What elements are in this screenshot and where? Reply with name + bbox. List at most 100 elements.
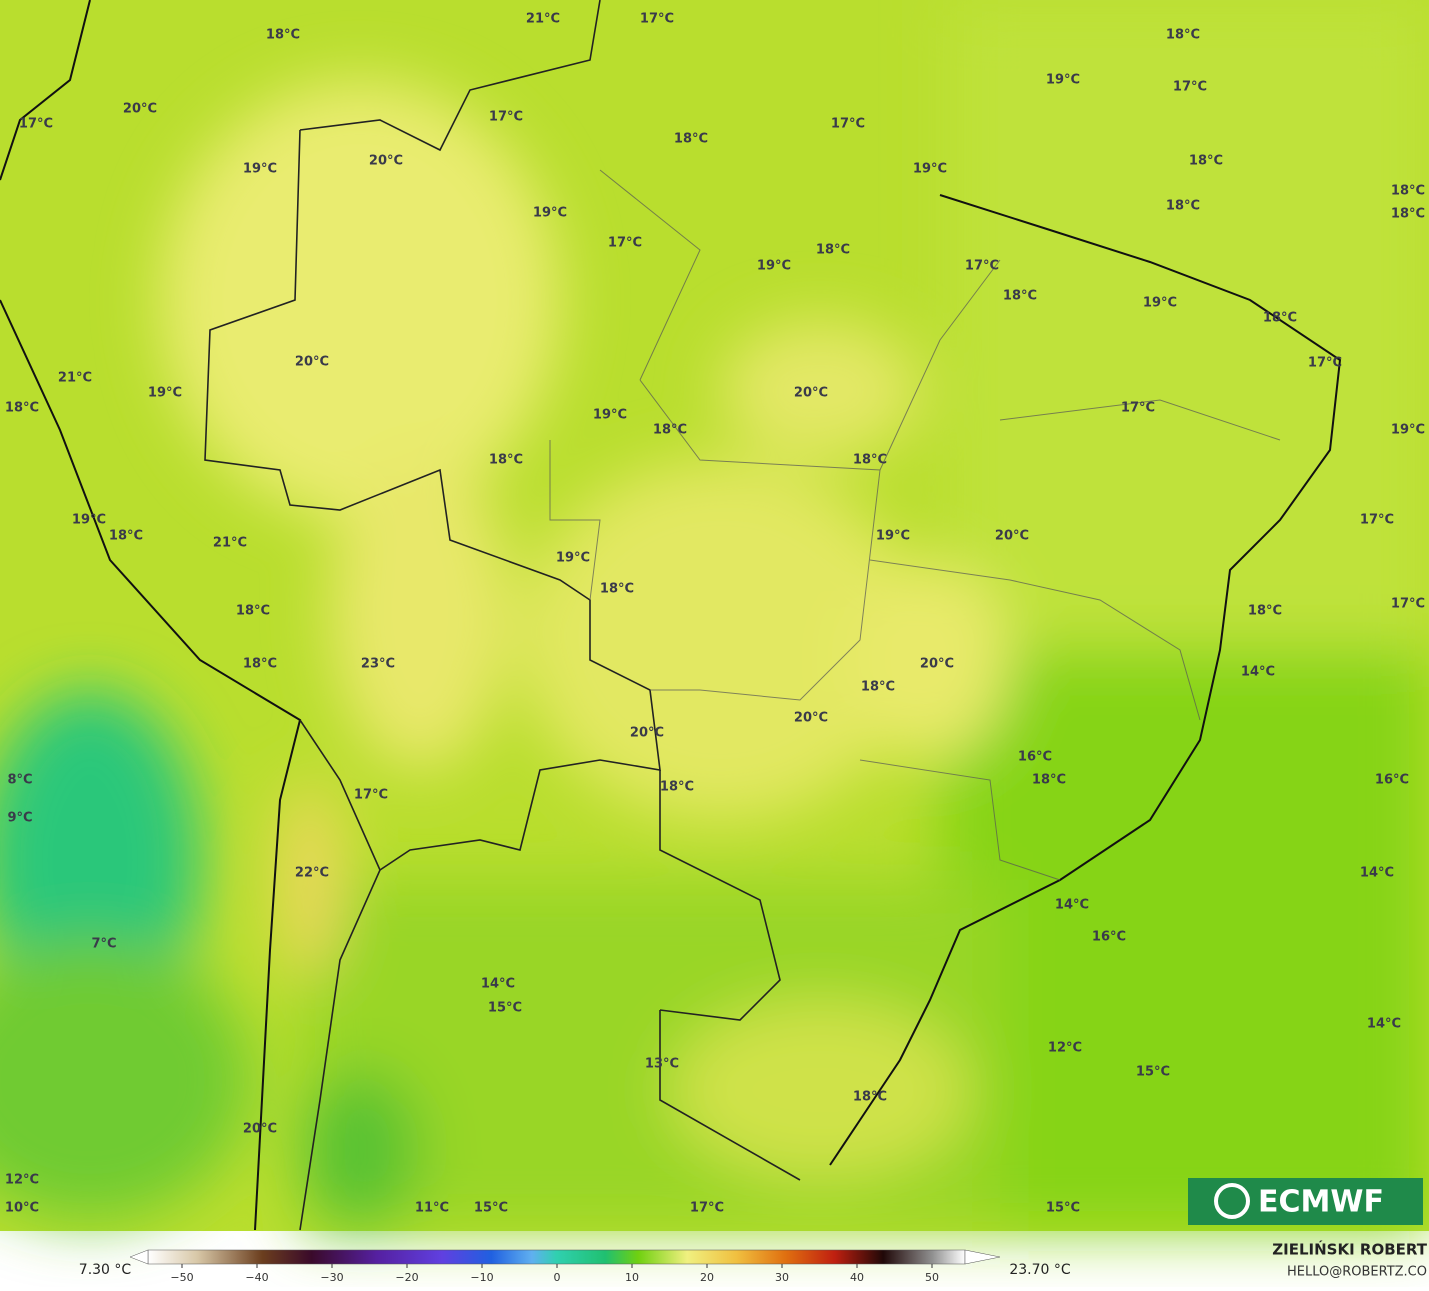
temperature-label: 20°C	[243, 1122, 277, 1137]
temperature-label: 17°C	[608, 236, 642, 251]
temperature-label: 18°C	[1391, 207, 1425, 222]
temperature-label: 17°C	[1360, 513, 1394, 528]
temperature-label: 18°C	[1248, 604, 1282, 619]
colorbar-min: 7.30 °C	[79, 1262, 132, 1278]
temperature-label: 18°C	[5, 401, 39, 416]
temperature-label: 20°C	[295, 355, 329, 370]
temperature-label: 20°C	[630, 726, 664, 741]
temperature-label: 18°C	[243, 657, 277, 672]
colorbar-tick-label: −40	[245, 1271, 268, 1284]
colorbar-low-arrow	[129, 1249, 149, 1265]
temperature-label: 18°C	[816, 243, 850, 258]
temperature-label: 15°C	[1046, 1201, 1080, 1216]
coastline	[0, 0, 1342, 1231]
temperature-label: 17°C	[354, 788, 388, 803]
temperature-label: 18°C	[489, 453, 523, 468]
temperature-label: 18°C	[600, 582, 634, 597]
temperature-label: 17°C	[965, 259, 999, 274]
colorbar-max: 23.70 °C	[1009, 1262, 1071, 1278]
temperature-label: 14°C	[1367, 1017, 1401, 1032]
colorbar-tick-label: 50	[925, 1271, 939, 1284]
temperature-label: 15°C	[474, 1201, 508, 1216]
temperature-label: 18°C	[109, 529, 143, 544]
colorbar-tick-label: −10	[470, 1271, 493, 1284]
temperature-label: 17°C	[489, 110, 523, 125]
temperature-label: 20°C	[123, 102, 157, 117]
temperature-label: 17°C	[1121, 401, 1155, 416]
temperature-label: 18°C	[1166, 28, 1200, 43]
temperature-label: 7°C	[91, 937, 116, 952]
temperature-label: 14°C	[1241, 665, 1275, 680]
temperature-label: 22°C	[295, 866, 329, 881]
temperature-label: 21°C	[526, 12, 560, 27]
temperature-label: 14°C	[1055, 898, 1089, 913]
colorbar-tick-label: −30	[320, 1271, 343, 1284]
temperature-label: 17°C	[831, 117, 865, 132]
temperature-label: 18°C	[674, 132, 708, 147]
temperature-label: 21°C	[213, 536, 247, 551]
temperature-label: 12°C	[1048, 1041, 1082, 1056]
temperature-label: 15°C	[488, 1001, 522, 1016]
colorbar-tick-label: −20	[395, 1271, 418, 1284]
temperature-label: 14°C	[481, 977, 515, 992]
credit-author: ZIELIŃSKI ROBERT	[1272, 1240, 1427, 1259]
temperature-label: 18°C	[266, 28, 300, 43]
temperature-label: 19°C	[1046, 73, 1080, 88]
temperature-label: 20°C	[794, 711, 828, 726]
temperature-label: 16°C	[1375, 773, 1409, 788]
state-borders	[549, 169, 1281, 881]
borders	[204, 0, 801, 1231]
credit-contact: HELLO@ROBERTZ.CO	[1287, 1265, 1427, 1280]
temperature-label: 17°C	[1308, 356, 1342, 371]
temperature-label: 19°C	[876, 529, 910, 544]
temperature-label: 19°C	[913, 162, 947, 177]
temperature-label: 13°C	[645, 1057, 679, 1072]
colorbar-tick-label: 30	[775, 1271, 789, 1284]
logo-box: ECMWF	[1188, 1178, 1423, 1225]
temperature-label: 18°C	[236, 604, 270, 619]
temperature-label: 20°C	[920, 657, 954, 672]
temperature-label: 18°C	[653, 423, 687, 438]
temperature-label: 19°C	[533, 206, 567, 221]
colorbar-tick-label: 40	[850, 1271, 864, 1284]
colorbar-tick-label: 0	[554, 1271, 561, 1284]
colorbar-tick-label: 20	[700, 1271, 714, 1284]
colorbar-tick-label: 10	[625, 1271, 639, 1284]
temperature-label: 17°C	[1391, 597, 1425, 612]
colorbar-tick-label: −50	[170, 1271, 193, 1284]
temperature-label: 19°C	[1143, 296, 1177, 311]
temperature-label: 11°C	[415, 1201, 449, 1216]
temperature-label: 19°C	[556, 551, 590, 566]
temperature-label: 19°C	[593, 408, 627, 423]
temperature-label: 12°C	[5, 1173, 39, 1188]
temperature-label: 17°C	[640, 12, 674, 27]
temperature-label: 18°C	[660, 780, 694, 795]
temperature-label: 19°C	[1391, 423, 1425, 438]
temperature-field	[0, 0, 1429, 1231]
temperature-label: 20°C	[794, 386, 828, 401]
temperature-label: 18°C	[1391, 184, 1425, 199]
temperature-label: 14°C	[1360, 866, 1394, 881]
temperature-label: 18°C	[853, 453, 887, 468]
temperature-label: 18°C	[1032, 773, 1066, 788]
temperature-label: 20°C	[995, 529, 1029, 544]
temperature-label: 17°C	[690, 1201, 724, 1216]
temperature-label: 18°C	[853, 1090, 887, 1105]
temperature-label: 16°C	[1018, 750, 1052, 765]
temperature-label: 17°C	[19, 117, 53, 132]
temperature-label: 8°C	[7, 773, 32, 788]
colorbar-high-arrow	[964, 1249, 1001, 1265]
temperature-label: 19°C	[757, 259, 791, 274]
temperature-label: 19°C	[72, 513, 106, 528]
temperature-label: 16°C	[1092, 930, 1126, 945]
temperature-label: 21°C	[58, 371, 92, 386]
colorbar	[147, 1249, 966, 1265]
temperature-label: 18°C	[1166, 199, 1200, 214]
temperature-label: 18°C	[1189, 154, 1223, 169]
temperature-label: 17°C	[1173, 80, 1207, 95]
temperature-label: 9°C	[7, 811, 32, 826]
temperature-label: 19°C	[243, 162, 277, 177]
temperature-label: 23°C	[361, 657, 395, 672]
